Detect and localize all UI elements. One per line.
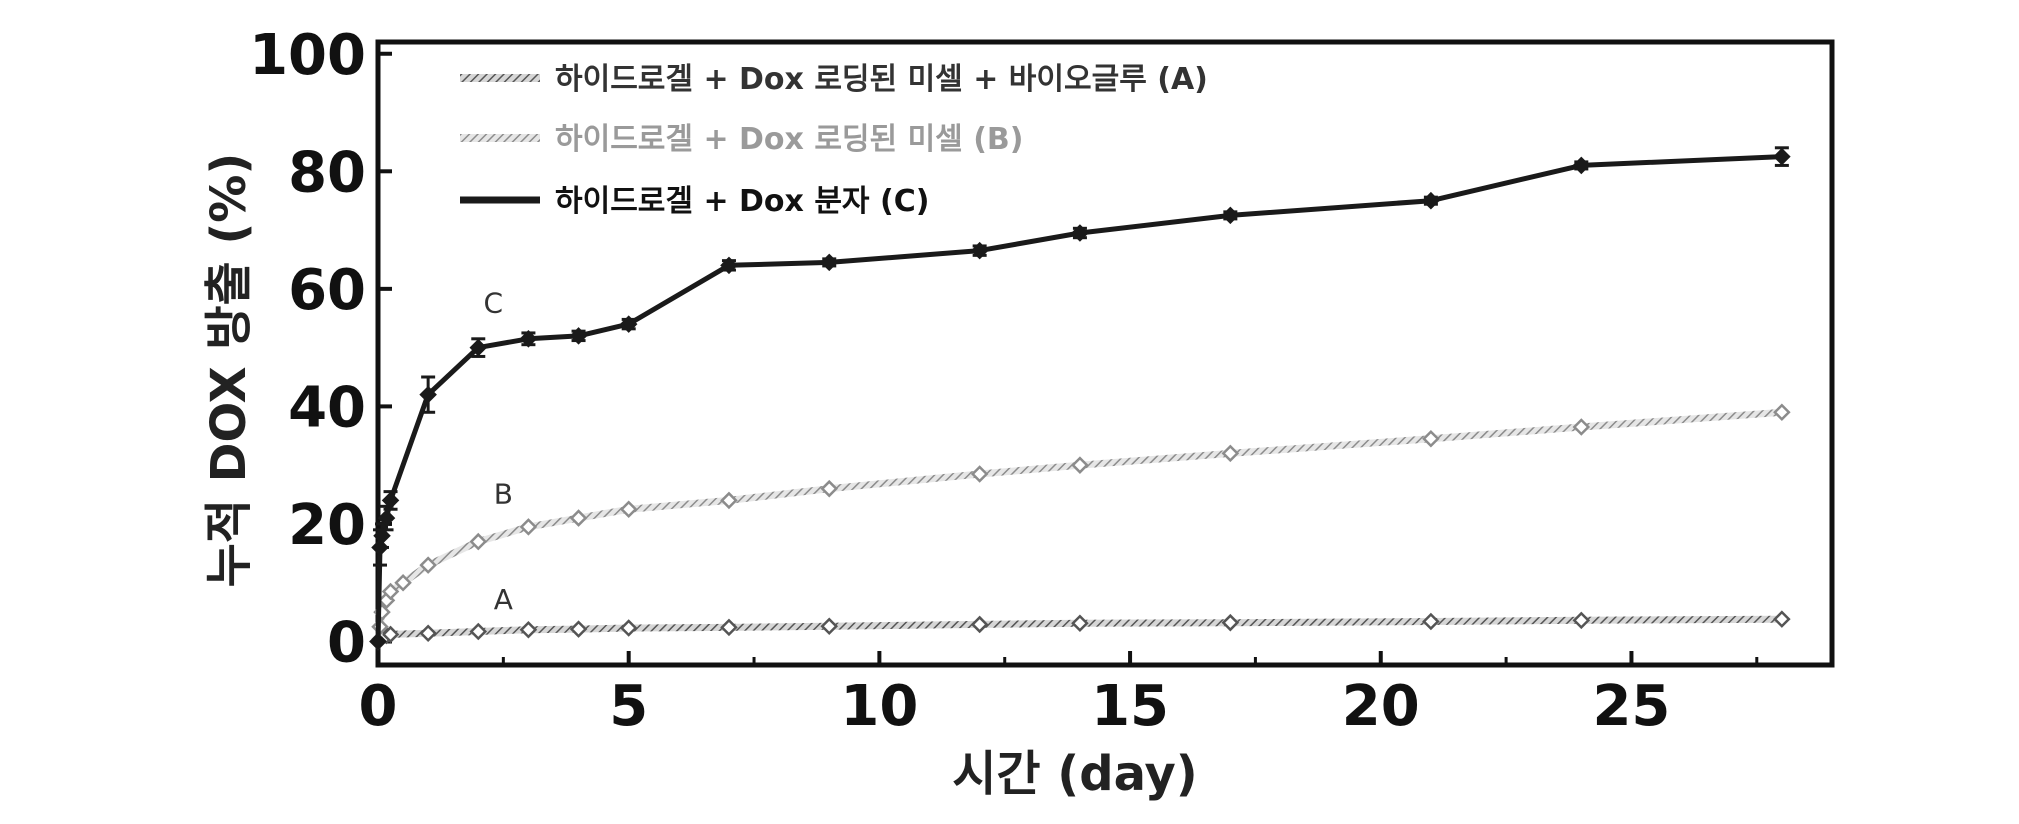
series-marker-c	[419, 385, 437, 404]
y-tick-label-100: 100	[249, 23, 366, 88]
series-marker-a	[419, 624, 437, 643]
series-marker-a	[469, 622, 488, 641]
series-marker-a	[970, 615, 989, 634]
series-line-b	[374, 408, 1783, 642]
series-marker-c	[820, 253, 839, 272]
legend-label-a: 하이드로겔 + Dox 로딩된 미셀 + 바이오글루 (A)	[555, 62, 1208, 97]
series-marker-c	[1422, 191, 1440, 210]
series-marker-b	[1422, 429, 1440, 448]
series-marker-a	[569, 620, 588, 638]
series-marker-c	[1773, 147, 1791, 166]
series-marker-b	[820, 479, 839, 498]
series-marker-b	[1572, 418, 1591, 436]
series-marker-a	[1221, 613, 1240, 632]
series-marker-b	[469, 532, 488, 551]
series-marker-c	[371, 538, 389, 557]
series-marker-b	[1773, 403, 1791, 422]
series-label-c: C	[484, 286, 504, 319]
x-axis-title: 시간 (day)	[952, 746, 1197, 802]
x-tick-label-15: 15	[1091, 674, 1169, 739]
x-tick-label-5: 5	[609, 674, 648, 739]
legend: 하이드로겔 + Dox 로딩된 미셀 + 바이오글루 (A) 하이드로겔 + D…	[460, 62, 1208, 219]
series-marker-b	[1071, 456, 1089, 474]
x-tick-label-0: 0	[359, 674, 398, 739]
series-marker-c	[377, 509, 396, 527]
series-marker-c	[1221, 206, 1240, 225]
series-marker-c	[1572, 156, 1591, 175]
series-marker-c	[381, 491, 400, 510]
series-marker-b	[619, 500, 638, 519]
series-marker-b	[569, 509, 588, 527]
series-marker-a	[519, 620, 538, 639]
series-marker-c	[469, 338, 488, 357]
series-marker-a	[1071, 614, 1089, 633]
series-marker-c	[1071, 224, 1089, 242]
series-marker-a	[720, 618, 738, 637]
y-tick-label-40: 40	[288, 375, 366, 440]
legend-label-c: 하이드로겔 + Dox 분자 (C)	[555, 184, 929, 219]
series-marker-a	[1572, 611, 1591, 630]
x-tick-label-20: 20	[1342, 674, 1420, 739]
series-marker-c	[720, 256, 738, 275]
y-tick-label-20: 20	[288, 493, 366, 558]
series-marker-a	[1422, 612, 1440, 631]
plot-frame	[375, 39, 1835, 668]
y-tick-label-80: 80	[288, 140, 366, 205]
series-marker-b	[381, 582, 400, 601]
series-label-b: B	[494, 477, 513, 510]
x-tick-label-25: 25	[1592, 674, 1670, 739]
series-marker-a	[1773, 610, 1791, 628]
series-marker-c	[373, 526, 391, 545]
series-marker-b	[394, 573, 412, 592]
series-marker-c	[619, 315, 638, 333]
series-marker-b	[1221, 444, 1240, 463]
y-tick-label-0: 0	[327, 610, 366, 675]
series-marker-c	[569, 327, 588, 345]
y-axis-title: 누적 DOX 방출 (%)	[201, 153, 257, 588]
series-marker-c	[970, 241, 989, 260]
series-marker-b	[419, 556, 437, 574]
series-marker-b	[519, 518, 538, 536]
y-tick-label-60: 60	[288, 258, 366, 323]
series-marker-c	[369, 632, 387, 651]
legend-label-b: 하이드로겔 + Dox 로딩된 미셀 (B)	[555, 122, 1024, 157]
series-marker-a	[381, 625, 400, 644]
series-marker-b	[720, 491, 738, 510]
series-marker-a	[820, 617, 839, 635]
series-marker-b	[970, 465, 989, 483]
series-marker-c	[519, 330, 538, 348]
series-marker-a	[619, 619, 638, 637]
plot-area: 0 5 10 15 20 25 0 20 40 60 80 100 A B C	[249, 23, 1835, 739]
x-tick-label-10: 10	[840, 674, 918, 739]
series-label-a: A	[494, 583, 513, 616]
